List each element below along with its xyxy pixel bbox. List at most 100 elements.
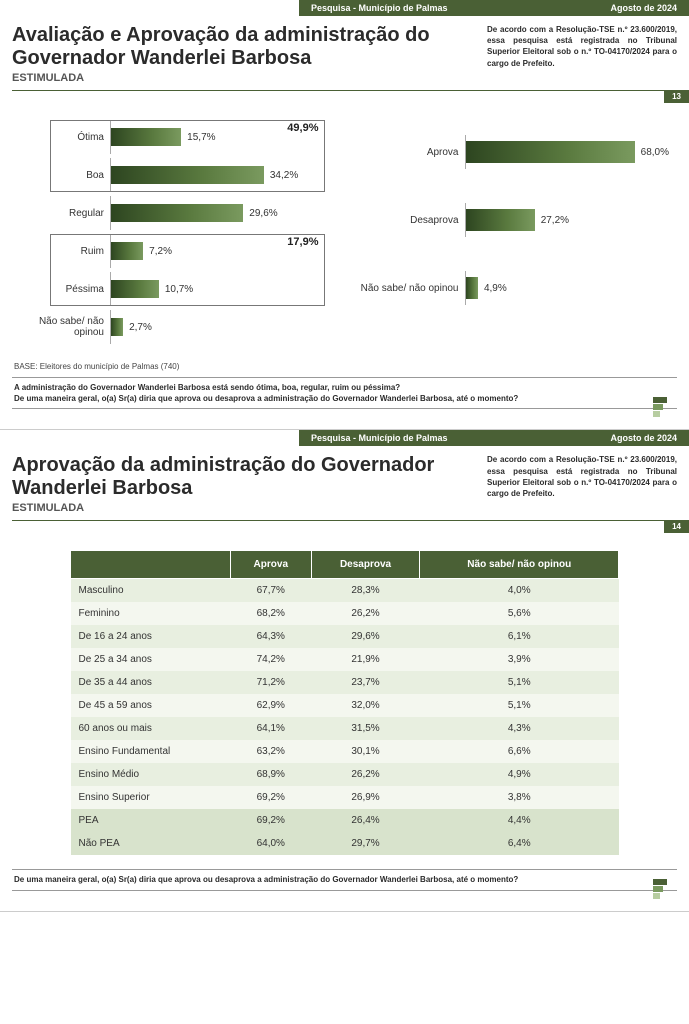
question: De uma maneira geral, o(a) Sr(a) diria q…: [14, 874, 675, 885]
bar-label: Não sabe/ não opinou: [20, 316, 110, 338]
table-row: De 35 a 44 anos71,2%23,7%5,1%: [71, 671, 619, 694]
table-row: Ensino Superior69,2%26,9%3,8%: [71, 786, 619, 809]
question-2: De uma maneira geral, o(a) Sr(a) diria q…: [14, 393, 675, 404]
table-cell: Ensino Superior: [71, 786, 231, 809]
charts-row: Ótima 15,7% Boa34,2% Regular 29,6% Ruim 7,2% Pé…: [0, 104, 689, 356]
bar: [111, 280, 159, 298]
top-bar: Pesquisa - Município de Palmas Agosto de…: [0, 430, 689, 446]
bar-value: 15,7%: [187, 132, 215, 143]
table-row: De 16 a 24 anos64,3%29,6%6,1%: [71, 625, 619, 648]
bar: [111, 204, 243, 222]
bar-label: Péssima: [20, 284, 110, 295]
bar-track: 2,7%: [110, 310, 335, 344]
table-cell: 6,6%: [420, 740, 619, 763]
table-cell: 28,3%: [311, 579, 420, 603]
divider: 14: [12, 520, 677, 534]
questions-box: A administração do Governador Wanderlei …: [12, 377, 677, 409]
bar-row: Não sabe/ não opinou 4,9%: [355, 254, 670, 322]
questions-box: De uma maneira geral, o(a) Sr(a) diria q…: [12, 869, 677, 890]
table-cell: 4,3%: [420, 717, 619, 740]
slide-2: Pesquisa - Município de Palmas Agosto de…: [0, 430, 689, 911]
table-cell: De 45 a 59 anos: [71, 694, 231, 717]
table-cell: 26,2%: [311, 763, 420, 786]
table-header-row: AprovaDesaprovaNão sabe/ não opinou: [71, 551, 619, 579]
survey-label: Pesquisa - Município de Palmas: [299, 430, 519, 446]
table-cell: 5,1%: [420, 671, 619, 694]
table-wrap: AprovaDesaprovaNão sabe/ não opinouMascu…: [0, 534, 689, 865]
table-cell: De 25 a 34 anos: [71, 648, 231, 671]
table-cell: 31,5%: [311, 717, 420, 740]
slide-1: Pesquisa - Município de Palmas Agosto de…: [0, 0, 689, 430]
title-block: Avaliação e Aprovação da administração d…: [12, 24, 475, 84]
page-subtitle: ESTIMULADA: [12, 72, 475, 84]
table-cell: 6,1%: [420, 625, 619, 648]
approval-table: AprovaDesaprovaNão sabe/ não opinouMascu…: [70, 550, 619, 855]
date-label: Agosto de 2024: [519, 430, 689, 446]
table-cell: Masculino: [71, 579, 231, 603]
table-cell: De 16 a 24 anos: [71, 625, 231, 648]
table-cell: Não PEA: [71, 832, 231, 855]
table-cell: 60 anos ou mais: [71, 717, 231, 740]
table-cell: 21,9%: [311, 648, 420, 671]
table-cell: De 35 a 44 anos: [71, 671, 231, 694]
bar: [111, 318, 123, 336]
bar-label: Boa: [20, 170, 110, 181]
disclaimer-text: De acordo com a Resolução-TSE n.º 23.600…: [487, 24, 677, 69]
table-cell: 4,9%: [420, 763, 619, 786]
bar-label: Ótima: [20, 132, 110, 143]
disclaimer-text: De acordo com a Resolução-TSE n.º 23.600…: [487, 454, 677, 499]
group-total: 17,9%: [287, 236, 318, 248]
table-row: Masculino67,7%28,3%4,0%: [71, 579, 619, 603]
table-header-cell: Desaprova: [311, 551, 420, 579]
bar-value: 29,6%: [249, 208, 277, 219]
table-cell: 29,7%: [311, 832, 420, 855]
bar: [466, 141, 635, 163]
header-row: Aprovação da administração do Governador…: [0, 454, 689, 514]
bar-value: 27,2%: [541, 215, 569, 226]
table-cell: 30,1%: [311, 740, 420, 763]
page-subtitle: ESTIMULADA: [12, 502, 475, 514]
table-cell: 26,9%: [311, 786, 420, 809]
table-cell: 64,0%: [231, 832, 312, 855]
table-cell: 68,2%: [231, 602, 312, 625]
table-cell: 32,0%: [311, 694, 420, 717]
table-cell: 4,0%: [420, 579, 619, 603]
table-cell: 68,9%: [231, 763, 312, 786]
question-1: A administração do Governador Wanderlei …: [14, 382, 675, 393]
table-cell: Ensino Fundamental: [71, 740, 231, 763]
table-cell: 3,8%: [420, 786, 619, 809]
table-cell: 63,2%: [231, 740, 312, 763]
page-number: 14: [664, 520, 689, 533]
bar-track: 34,2%: [110, 158, 335, 192]
bar-value: 2,7%: [129, 322, 152, 333]
bar-label: Ruim: [20, 246, 110, 257]
table-cell: 69,2%: [231, 786, 312, 809]
table-cell: Feminino: [71, 602, 231, 625]
bar-value: 7,2%: [149, 246, 172, 257]
bar-row: Boa34,2%: [20, 156, 335, 194]
bar-value: 4,9%: [484, 283, 507, 294]
bar-label: Regular: [20, 208, 110, 219]
table-cell: 29,6%: [311, 625, 420, 648]
bar: [111, 242, 143, 260]
table-row: 60 anos ou mais64,1%31,5%4,3%: [71, 717, 619, 740]
survey-label: Pesquisa - Município de Palmas: [299, 0, 519, 16]
top-bar: Pesquisa - Município de Palmas Agosto de…: [0, 0, 689, 16]
bar-label: Aprova: [355, 147, 465, 158]
page-title: Aprovação da administração do Governador…: [12, 454, 475, 500]
table-row: De 45 a 59 anos62,9%32,0%5,1%: [71, 694, 619, 717]
group-total: 49,9%: [287, 122, 318, 134]
bar-value: 68,0%: [641, 147, 669, 158]
table-header-cell: Não sabe/ não opinou: [420, 551, 619, 579]
base-label: BASE: Eleitores do município de Palmas (…: [14, 362, 179, 371]
table-cell: 4,4%: [420, 809, 619, 832]
bar-label: Não sabe/ não opinou: [355, 283, 465, 294]
page-title: Avaliação e Aprovação da administração d…: [12, 24, 475, 70]
table-cell: 74,2%: [231, 648, 312, 671]
bar: [466, 277, 478, 299]
table-cell: 26,4%: [311, 809, 420, 832]
table-row: De 25 a 34 anos74,2%21,9%3,9%: [71, 648, 619, 671]
bar-value: 10,7%: [165, 284, 193, 295]
bar-row: Desaprova27,2%: [355, 186, 670, 254]
table-cell: 5,6%: [420, 602, 619, 625]
